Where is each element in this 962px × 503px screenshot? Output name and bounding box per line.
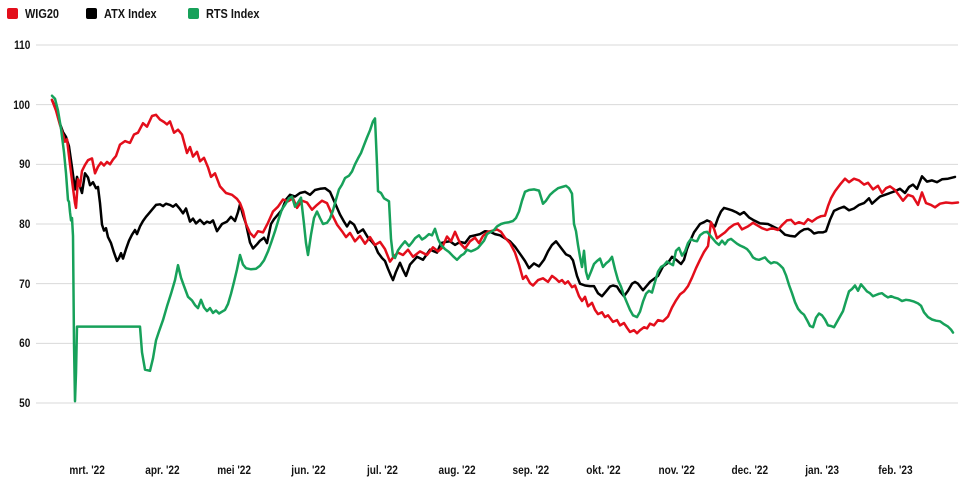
legend-item-rts: RTS Index (188, 6, 270, 21)
y-tick-label: 60 (18, 336, 30, 351)
legend-label-wig20: WIG20 (25, 6, 59, 21)
y-tick-label: 80 (18, 217, 30, 231)
y-tick-label: 70 (18, 276, 30, 291)
x-tick-label: sep. '22 (512, 463, 550, 477)
y-tick-label: 100 (13, 97, 30, 112)
legend-item-atx: ATX Index (86, 6, 167, 21)
x-tick-label: nov. '22 (658, 463, 696, 477)
series-line-wig20 (50, 98, 960, 335)
y-tick-label: 50 (18, 396, 30, 410)
x-tick-label: jun. '22 (290, 463, 326, 477)
x-tick-label: apr. '22 (144, 463, 180, 477)
legend-label-rts: RTS Index (206, 6, 260, 21)
legend-swatch-wig20 (7, 8, 18, 19)
x-tick-label: aug. '22 (438, 463, 476, 477)
legend-swatch-atx (86, 8, 98, 19)
legend-item-wig20: WIG20 (7, 6, 65, 21)
x-tick-label: okt. '22 (585, 463, 621, 477)
series-line-rts-index (50, 94, 955, 403)
series-line-atx-index (50, 98, 957, 298)
x-tick-label: jul. '22 (366, 463, 398, 477)
y-tick-label: 90 (18, 157, 30, 172)
y-tick-label: 110 (13, 38, 30, 52)
legend: WIG20 ATX Index RTS Index (7, 6, 270, 21)
legend-swatch-rts (188, 8, 200, 19)
x-tick-label: dec. '22 (731, 463, 769, 477)
x-tick-label: mrt. '22 (69, 463, 105, 477)
x-tick-label: mei '22 (217, 463, 251, 477)
legend-label-atx: ATX Index (104, 6, 158, 21)
x-tick-label: jan. '23 (805, 463, 839, 477)
x-tick-label: feb. '23 (877, 463, 913, 477)
